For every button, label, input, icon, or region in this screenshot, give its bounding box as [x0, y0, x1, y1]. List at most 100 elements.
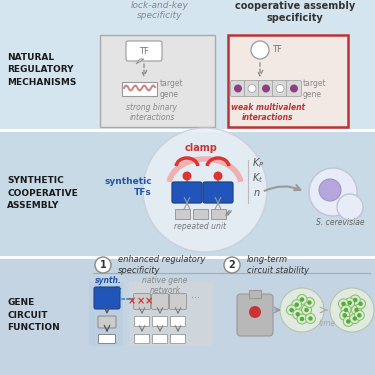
Text: NATURAL
REGULATORY
MECHANISMS: NATURAL REGULATORY MECHANISMS [7, 53, 76, 87]
Circle shape [350, 314, 360, 324]
FancyBboxPatch shape [231, 81, 246, 96]
Text: enhanced regulatory
specificity: enhanced regulatory specificity [118, 255, 206, 275]
Circle shape [350, 295, 360, 305]
Circle shape [309, 168, 357, 216]
Text: weak multivalent
interactions: weak multivalent interactions [231, 103, 305, 122]
Circle shape [304, 308, 309, 312]
Circle shape [337, 194, 363, 220]
Circle shape [262, 84, 270, 93]
Circle shape [293, 309, 303, 319]
Text: $n$: $n$ [253, 188, 261, 198]
Circle shape [306, 314, 315, 324]
Circle shape [308, 316, 313, 321]
Circle shape [353, 298, 357, 302]
FancyBboxPatch shape [249, 290, 261, 298]
FancyBboxPatch shape [172, 182, 202, 203]
Text: TF: TF [272, 45, 282, 54]
Circle shape [354, 308, 359, 312]
FancyBboxPatch shape [203, 182, 233, 203]
Text: repeated unit: repeated unit [174, 222, 226, 231]
FancyBboxPatch shape [228, 35, 348, 127]
Circle shape [347, 301, 352, 305]
Circle shape [292, 300, 302, 310]
FancyBboxPatch shape [135, 334, 150, 344]
Text: $K_P$: $K_P$ [252, 156, 264, 170]
Circle shape [344, 308, 348, 312]
Circle shape [341, 305, 351, 315]
FancyBboxPatch shape [0, 257, 375, 375]
FancyBboxPatch shape [192, 209, 207, 219]
Circle shape [357, 313, 362, 318]
Circle shape [319, 179, 341, 201]
FancyBboxPatch shape [210, 209, 225, 219]
Text: 2: 2 [229, 260, 236, 270]
Circle shape [343, 316, 353, 326]
FancyBboxPatch shape [153, 316, 168, 327]
Text: synthetic
TFs: synthetic TFs [104, 177, 152, 197]
Circle shape [345, 298, 355, 308]
Text: TF: TF [139, 46, 149, 56]
FancyBboxPatch shape [171, 334, 186, 344]
FancyBboxPatch shape [153, 334, 168, 344]
Circle shape [342, 313, 347, 318]
Circle shape [224, 257, 240, 273]
Text: cooperative assembly
specificity: cooperative assembly specificity [235, 1, 355, 22]
Circle shape [251, 41, 269, 59]
Text: ×: × [136, 296, 145, 306]
Text: long-term
circuit stability: long-term circuit stability [247, 255, 309, 275]
Text: clamp: clamp [185, 143, 218, 153]
Circle shape [307, 300, 312, 305]
Circle shape [356, 299, 366, 309]
Circle shape [276, 84, 284, 93]
Circle shape [346, 319, 351, 324]
Text: target
gene: target gene [303, 79, 327, 99]
Text: target
gene: target gene [160, 79, 184, 99]
Text: time: time [318, 319, 336, 328]
Text: native gene
network: native gene network [142, 276, 188, 296]
Circle shape [354, 310, 364, 320]
FancyBboxPatch shape [126, 41, 162, 61]
FancyBboxPatch shape [171, 316, 186, 327]
Circle shape [297, 294, 307, 304]
Circle shape [234, 84, 242, 93]
FancyBboxPatch shape [244, 81, 260, 96]
Circle shape [341, 302, 346, 306]
FancyBboxPatch shape [134, 294, 150, 309]
FancyBboxPatch shape [135, 316, 150, 327]
FancyBboxPatch shape [170, 294, 186, 309]
Text: ×: × [128, 296, 136, 306]
FancyBboxPatch shape [129, 282, 213, 346]
FancyBboxPatch shape [273, 81, 288, 96]
Circle shape [351, 305, 361, 315]
FancyBboxPatch shape [122, 82, 157, 96]
Circle shape [330, 288, 374, 332]
Text: strong binary
interactions: strong binary interactions [126, 103, 177, 122]
Circle shape [339, 299, 348, 309]
Circle shape [296, 312, 300, 316]
Text: 1: 1 [100, 260, 106, 270]
FancyBboxPatch shape [286, 81, 302, 96]
FancyBboxPatch shape [89, 282, 123, 346]
Circle shape [183, 171, 192, 180]
Circle shape [143, 128, 267, 252]
FancyBboxPatch shape [237, 294, 273, 336]
Text: lock-and-key
specificity: lock-and-key specificity [131, 1, 189, 20]
Circle shape [352, 316, 357, 321]
Circle shape [290, 84, 298, 93]
Circle shape [294, 303, 299, 307]
Text: ×: × [145, 296, 153, 306]
Circle shape [358, 302, 363, 306]
Polygon shape [136, 59, 144, 64]
FancyBboxPatch shape [100, 35, 215, 127]
Circle shape [213, 171, 222, 180]
FancyBboxPatch shape [174, 209, 189, 219]
Circle shape [95, 257, 111, 273]
Circle shape [300, 317, 304, 321]
FancyBboxPatch shape [0, 130, 375, 257]
Circle shape [249, 306, 261, 318]
Text: GENE
CIRCUIT
FUNCTION: GENE CIRCUIT FUNCTION [7, 298, 60, 332]
Circle shape [286, 305, 297, 315]
Circle shape [340, 310, 350, 320]
FancyBboxPatch shape [98, 316, 116, 328]
Circle shape [248, 84, 256, 93]
